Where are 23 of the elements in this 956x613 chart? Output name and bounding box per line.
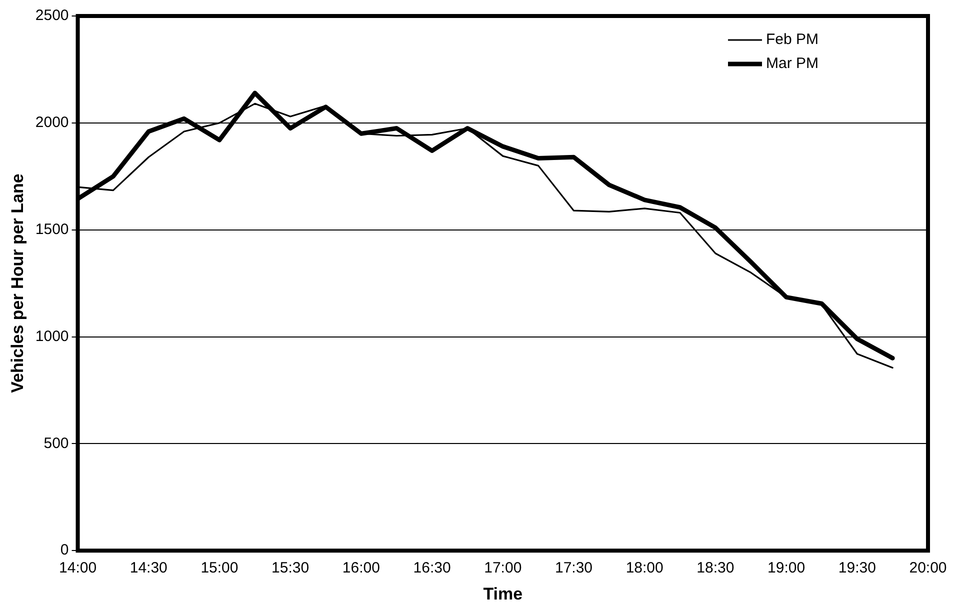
- x-tick-label: 16:00: [342, 560, 380, 577]
- y-tick-label: 1000: [35, 328, 69, 345]
- x-tick-label: 15:30: [272, 560, 310, 577]
- y-axis-title: Vehicles per Hour per Lane: [8, 174, 27, 393]
- x-tick-label: 17:30: [554, 560, 593, 577]
- y-tick-label: 500: [44, 434, 69, 452]
- legend-label: Mar PM: [766, 55, 818, 72]
- x-tick-label: 17:00: [484, 560, 522, 577]
- legend-label: Feb PM: [766, 31, 819, 48]
- x-tick-label: 14:00: [58, 560, 97, 577]
- y-tick-label: 2500: [35, 7, 69, 24]
- x-tick-label: 19:30: [838, 560, 876, 577]
- x-tick-label: 19:00: [768, 560, 806, 577]
- x-tick-label: 18:30: [696, 560, 734, 577]
- x-tick-label: 18:00: [626, 560, 664, 577]
- y-tick-label: 2000: [35, 114, 69, 132]
- x-tick-label: 16:30: [413, 560, 451, 577]
- y-tick-label: 1500: [35, 220, 69, 238]
- x-tick-label: 14:30: [130, 560, 168, 577]
- x-tick-label: 15:00: [200, 560, 238, 577]
- y-tick-label: 0: [60, 542, 69, 559]
- x-tick-label: 20:00: [909, 560, 947, 577]
- x-axis-title: Time: [483, 584, 523, 604]
